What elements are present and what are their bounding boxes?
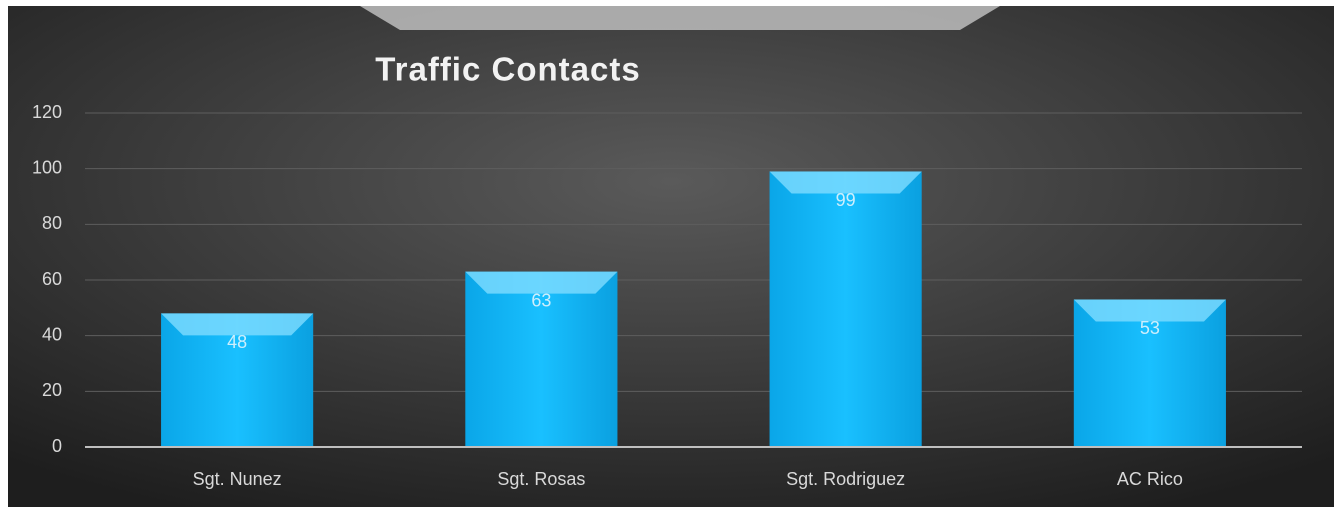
value-label: 53: [1140, 318, 1160, 338]
y-tick-label: 120: [32, 102, 62, 122]
x-tick-label: Sgt. Rodriguez: [786, 469, 905, 489]
bar: [465, 271, 618, 447]
value-label: 99: [836, 190, 856, 210]
bar-bevel: [1073, 299, 1226, 322]
bar-bevel: [161, 313, 314, 336]
x-tick-label: AC Rico: [1117, 469, 1183, 489]
y-tick-label: 100: [32, 157, 62, 177]
value-label: 63: [531, 290, 551, 310]
y-tick-label: 40: [42, 324, 62, 344]
bar: [769, 171, 922, 447]
x-tick-label: Sgt. Nunez: [193, 469, 282, 489]
y-tick-label: 20: [42, 380, 62, 400]
y-tick-label: 0: [52, 436, 62, 456]
bar-bevel: [465, 271, 618, 294]
x-tick-label: Sgt. Rosas: [497, 469, 585, 489]
bar: [161, 313, 314, 447]
top-overlay: [360, 6, 1000, 30]
chart-title: Traffic Contacts: [375, 51, 640, 88]
y-tick-label: 80: [42, 213, 62, 233]
bar-bevel: [769, 171, 922, 194]
y-tick-label: 60: [42, 269, 62, 289]
bar: [1073, 299, 1226, 447]
value-label: 48: [227, 332, 247, 352]
